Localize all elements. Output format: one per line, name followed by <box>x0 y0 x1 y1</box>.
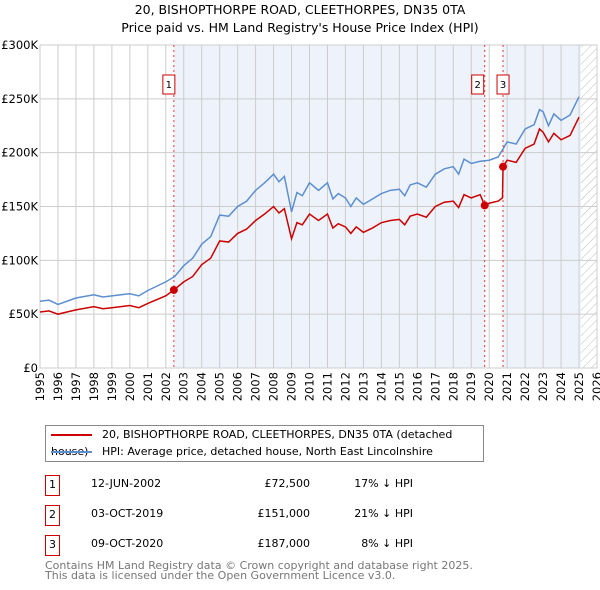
sale-label-box <box>471 74 485 95</box>
legend-swatch-blue <box>51 451 92 453</box>
transaction-price: £151,000 <box>257 507 311 520</box>
x-tick-label: 2026 <box>590 372 600 401</box>
legend-swatch-red <box>51 434 92 436</box>
footer-licence: This data is licensed under the Open Gov… <box>45 569 396 582</box>
x-tick-label: 2024 <box>554 372 568 401</box>
x-tick-label: 2019 <box>464 372 478 401</box>
sale-label-box <box>496 74 510 95</box>
sale-label: 1 <box>166 80 172 91</box>
x-tick-label: 2023 <box>536 372 550 401</box>
legend-item-price: 20, BISHOPTHORPE ROAD, CLEETHORPES, DN35… <box>51 428 453 458</box>
transaction-date: 12-JUN-2002 <box>91 477 162 490</box>
sale-point <box>480 201 489 210</box>
sale-label-box <box>162 74 176 95</box>
x-tick-label: 2009 <box>285 372 299 401</box>
x-tick-label: 1997 <box>69 372 83 401</box>
transaction-date: 09-OCT-2020 <box>91 537 164 550</box>
x-tick-label: 2012 <box>338 372 352 401</box>
transaction-marker: 1 <box>45 475 60 496</box>
x-tick-label: 2006 <box>231 372 245 401</box>
x-tick-label: 2003 <box>177 372 191 401</box>
x-tick-label: 2020 <box>482 372 496 401</box>
series-line <box>39 96 580 306</box>
x-tick-label: 2000 <box>123 372 137 401</box>
transaction-price: £72,500 <box>264 477 311 490</box>
series-line <box>39 116 580 315</box>
chart-title: 20, BISHOPTHORPE ROAD, CLEETHORPES, DN35… <box>134 2 466 17</box>
y-tick-label: £300K <box>1 38 38 52</box>
x-tick-label: 2022 <box>518 372 532 401</box>
x-tick-label: 2017 <box>428 372 442 401</box>
legend-item-hpi: HPI: Average price, detached house, Nort… <box>51 443 433 460</box>
sale-label: 2 <box>475 80 481 91</box>
chart-subtitle: Price paid vs. HM Land Registry's House … <box>121 20 479 35</box>
x-tick-label: 2005 <box>213 372 227 401</box>
sale-point <box>499 162 508 171</box>
transaction-delta: 21% ↓ HPI <box>354 507 413 520</box>
x-tick-label: 2010 <box>303 372 317 401</box>
y-tick-label: £100K <box>1 253 38 267</box>
transaction-date: 03-OCT-2019 <box>91 507 164 520</box>
y-tick-label: £50K <box>9 307 39 321</box>
x-tick-label: 2004 <box>195 372 209 401</box>
x-tick-label: 2016 <box>410 372 424 401</box>
chart: 1995 1996 1997 1998 1999 2000 2001 2002 2003 2004… <box>1 38 600 401</box>
transaction-delta: 8% ↓ HPI <box>361 537 413 550</box>
transaction-marker: 3 <box>45 535 60 556</box>
x-tick-label: 2021 <box>500 372 514 401</box>
x-tick-label: 2002 <box>159 372 173 401</box>
y-tick-label: £150K <box>1 200 38 214</box>
y-tick-label: £0 <box>23 361 38 375</box>
x-tick-label: 2014 <box>374 372 388 401</box>
sale-point <box>169 285 178 294</box>
footer-copyright: Contains HM Land Registry data © Crown c… <box>45 559 473 572</box>
x-tick-label: 2013 <box>356 372 370 401</box>
sale-label: 3 <box>500 80 506 91</box>
x-tick-label: 2008 <box>267 372 281 401</box>
transaction-marker: 2 <box>45 505 60 526</box>
x-tick-label: 2015 <box>392 372 406 401</box>
transaction-delta: 17% ↓ HPI <box>354 477 413 490</box>
x-tick-label: 1996 <box>51 372 65 401</box>
y-tick-label: £250K <box>1 92 38 106</box>
y-tick-label: £200K <box>1 146 38 160</box>
x-tick-label: 2007 <box>249 372 263 401</box>
x-tick-label: 2001 <box>141 372 155 401</box>
transaction-price: £187,000 <box>257 537 311 550</box>
plot-frame <box>39 44 598 369</box>
x-tick-label: 2025 <box>572 372 586 401</box>
x-tick-label: 2018 <box>446 372 460 401</box>
x-tick-label: 2011 <box>320 372 334 401</box>
legend: 20, BISHOPTHORPE ROAD, CLEETHORPES, DN35… <box>45 425 484 462</box>
x-tick-label: 1995 <box>33 372 47 401</box>
x-tick-label: 1999 <box>105 372 119 401</box>
x-tick-label: 1998 <box>87 372 101 401</box>
